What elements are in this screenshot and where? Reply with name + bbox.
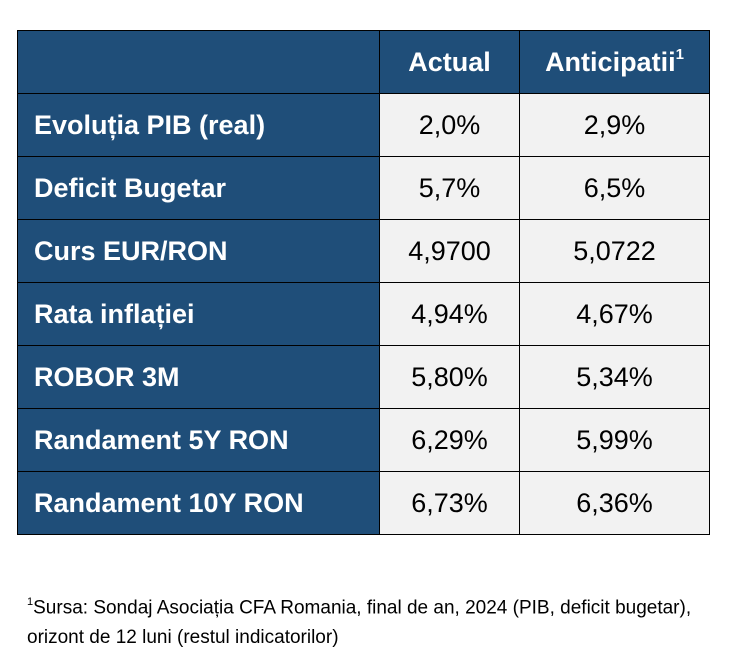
indicators-table-container: Actual Anticipatii1 Evoluția PIB (real) … [17,30,710,535]
cell-anticipatii: 4,67% [519,282,710,346]
cell-anticipatii: 5,99% [519,408,710,472]
header-anticipatii-label: Anticipatii [545,46,676,77]
row-label: Curs EUR/RON [17,219,380,283]
table-row: Curs EUR/RON 4,9700 5,0722 [17,219,710,283]
table-row: ROBOR 3M 5,80% 5,34% [17,345,710,409]
row-label: Evoluția PIB (real) [17,93,380,157]
cell-anticipatii: 6,36% [519,471,710,535]
header-corner-cell [17,30,380,94]
row-label: Deficit Bugetar [17,156,380,220]
cell-anticipatii: 5,34% [519,345,710,409]
table-row: Randament 10Y RON 6,73% 6,36% [17,471,710,535]
row-label: Rata inflației [17,282,380,346]
cell-actual: 6,29% [379,408,520,472]
table-row: Deficit Bugetar 5,7% 6,5% [17,156,710,220]
cell-actual: 5,80% [379,345,520,409]
footnote-text: Sursa: Sondaj Asociația CFA Romania, fin… [27,597,692,649]
cell-anticipatii: 6,5% [519,156,710,220]
row-label: Randament 5Y RON [17,408,380,472]
cell-actual: 4,94% [379,282,520,346]
table-header-row: Actual Anticipatii1 [17,30,710,94]
row-label: Randament 10Y RON [17,471,380,535]
header-actual-label: Actual [408,46,491,77]
cell-anticipatii: 2,9% [519,93,710,157]
header-anticipatii: Anticipatii1 [519,30,710,94]
row-label: ROBOR 3M [17,345,380,409]
source-footnote: 1Sursa: Sondaj Asociația CFA Romania, fi… [27,588,717,653]
indicators-table: Actual Anticipatii1 Evoluția PIB (real) … [17,30,710,535]
header-actual: Actual [379,30,520,94]
table-row: Rata inflației 4,94% 4,67% [17,282,710,346]
cell-actual: 6,73% [379,471,520,535]
table-row: Randament 5Y RON 6,29% 5,99% [17,408,710,472]
cell-actual: 5,7% [379,156,520,220]
cell-actual: 4,9700 [379,219,520,283]
cell-anticipatii: 5,0722 [519,219,710,283]
footnote-marker: 1 [27,596,34,608]
cell-actual: 2,0% [379,93,520,157]
footnote-marker-header: 1 [675,45,684,63]
table-row: Evoluția PIB (real) 2,0% 2,9% [17,93,710,157]
